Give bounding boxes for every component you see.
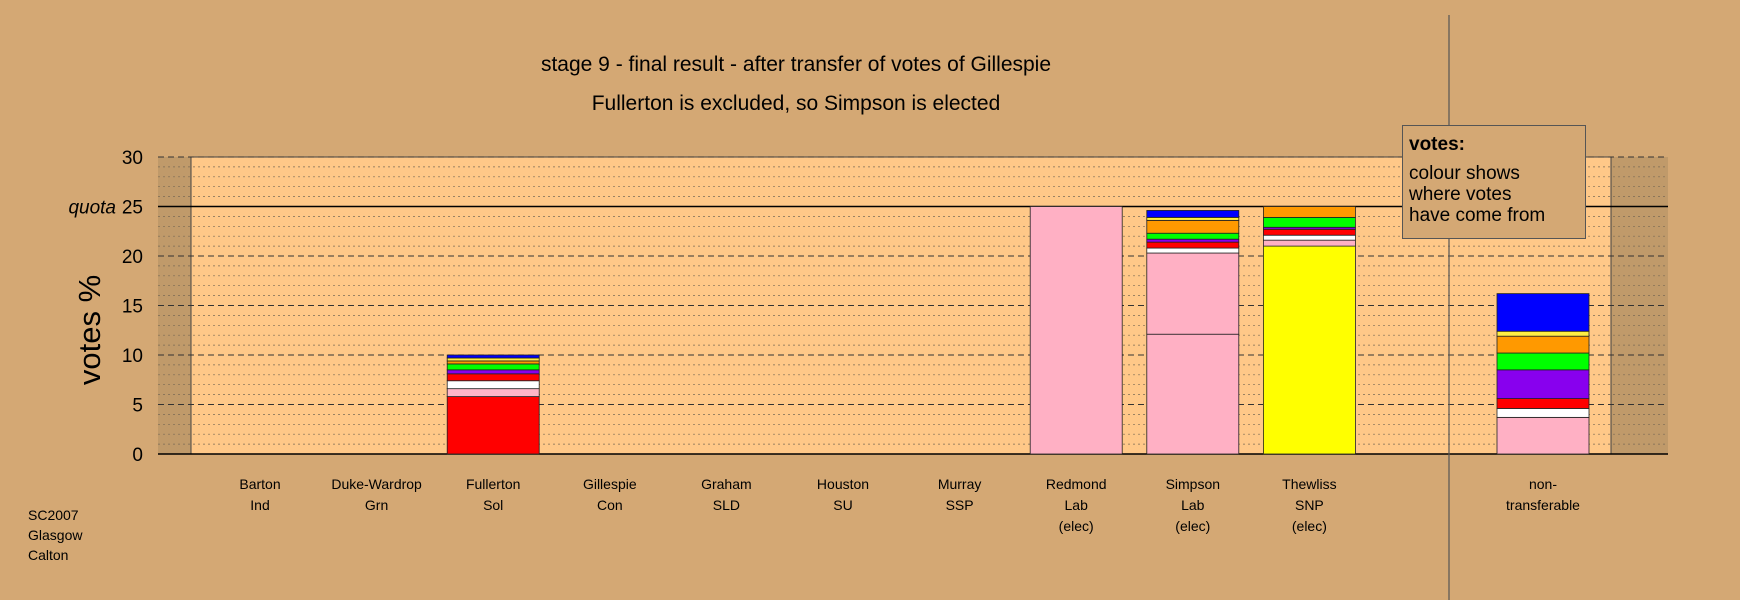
bar-segment [446, 354, 540, 359]
legend-line: colour shows [1409, 163, 1520, 184]
category-label: non-transferable [1488, 474, 1598, 516]
category-label-line: Con [596, 497, 623, 513]
category-label: Redmond Lab (elec) [1021, 474, 1131, 537]
legend-line: where votes [1409, 184, 1512, 205]
y-tick-label: 30 [122, 148, 143, 169]
category-label-line: (elec) [1291, 518, 1327, 534]
category-label-line: Thewliss [1282, 476, 1337, 492]
category-label-line: Barton [239, 476, 281, 492]
bar-segment [1146, 333, 1240, 455]
y-tick-label: 5 [132, 396, 143, 417]
y-tick-label: 20 [122, 247, 143, 268]
credit-line: Calton [28, 547, 69, 563]
bar-segment [1263, 234, 1356, 241]
bar-segment [1029, 206, 1123, 455]
bar-segment [446, 360, 540, 365]
legend-box: votes: colour shows where votes have com… [1402, 125, 1586, 239]
bar-segment [1146, 252, 1240, 335]
bar-segment [1263, 206, 1356, 218]
bar-segment [1146, 241, 1240, 249]
bar-segment [1496, 352, 1590, 371]
category-label-line: Sol [483, 497, 504, 513]
bar-segment [446, 357, 540, 362]
category-label-line: Lab [1181, 497, 1205, 513]
y-axis-label: votes % [72, 274, 107, 386]
bar-segment [1146, 232, 1240, 240]
category-label-line: Fullerton [465, 476, 521, 492]
chart-subtitle: Fullerton is excluded, so Simpson is ele… [591, 92, 1001, 115]
category-label-line: SNP [1294, 497, 1324, 513]
category-label-line: Duke-Wardrop [331, 476, 422, 492]
category-label: Barton Ind [205, 474, 315, 516]
bar-segment [446, 396, 540, 455]
bar-segment [1263, 245, 1356, 455]
category-label-line: Redmond [1045, 476, 1107, 492]
category-label: Houston SU [788, 474, 898, 516]
y-tick-label: 0 [132, 445, 143, 466]
category-label-line: SLD [712, 497, 740, 513]
category-label: Duke-Wardrop Grn [322, 474, 432, 516]
bar-segment [446, 388, 540, 397]
category-label-line: Graham [701, 476, 752, 492]
quota-label: quota [68, 198, 116, 219]
category-label-line: Ind [250, 497, 270, 513]
category-label: Fullerton Sol [438, 474, 548, 516]
bar-segment [1263, 216, 1356, 228]
category-label-line: Houston [816, 476, 870, 492]
y-tick-label: 25 [122, 198, 143, 219]
category-label-line: Grn [364, 497, 389, 513]
category-label-line: Murray [937, 476, 982, 492]
category-label-line: SSP [945, 497, 974, 513]
bar-segment [1496, 330, 1590, 337]
category-label-line: Gillespie [582, 476, 637, 492]
bar-segment [446, 373, 540, 382]
bar-segment [1263, 239, 1356, 247]
category-label-line: (elec) [1175, 518, 1211, 534]
bar-segment [446, 369, 540, 375]
category-label-line: Lab [1064, 497, 1088, 513]
category-label-line: non- [1528, 476, 1558, 492]
bar-segment [1496, 293, 1590, 332]
y-tick-label: 15 [122, 297, 143, 318]
bar-segment [1263, 228, 1356, 236]
category-label-line: Simpson [1165, 476, 1221, 492]
credit-line: SC2007 [28, 507, 79, 523]
category-label-line: (elec) [1058, 518, 1094, 534]
legend-line: have come from [1409, 205, 1546, 226]
bar-segment [1496, 416, 1590, 455]
bar-segment [1146, 216, 1240, 221]
bar-segment [1146, 219, 1240, 234]
category-label-line: transferable [1506, 497, 1580, 513]
category-label: Thewliss SNP (elec) [1254, 474, 1364, 537]
bar-segment [1146, 247, 1240, 254]
legend-title: votes: [1409, 134, 1465, 155]
bar-segment [1496, 369, 1590, 399]
credit-text: SC2007 Glasgow Calton [28, 505, 82, 565]
category-label: Gillespie Con [555, 474, 665, 516]
chart-title: stage 9 - final result - after transfer … [540, 53, 1052, 76]
bar-segment [1146, 210, 1240, 218]
category-label: Graham SLD [671, 474, 781, 516]
bar-segment [1146, 238, 1240, 243]
category-label: Murray SSP [905, 474, 1015, 516]
category-label: Simpson Lab (elec) [1138, 474, 1248, 537]
category-label-line: SU [833, 497, 853, 513]
bar-segment [1496, 398, 1590, 409]
bar-segment [1496, 408, 1590, 418]
bar-segment [446, 363, 540, 371]
y-tick-label: 10 [122, 346, 143, 367]
credit-line: Glasgow [28, 527, 83, 543]
bar-segment [1496, 335, 1590, 354]
bar-segment [446, 380, 540, 390]
